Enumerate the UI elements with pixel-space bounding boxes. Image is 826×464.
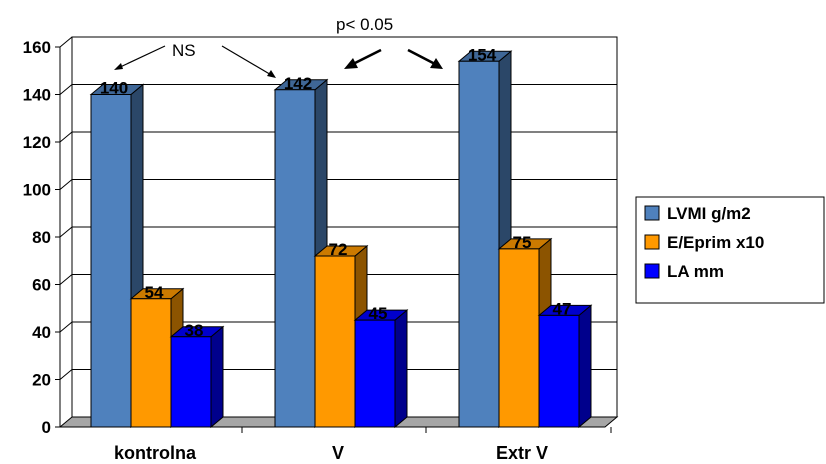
data-labels: 140 54 38 142 72 45 154 75 47 xyxy=(100,45,572,340)
gridline-depth xyxy=(59,274,73,285)
gridline-depth xyxy=(59,226,73,238)
x-category-label: V xyxy=(332,443,344,463)
bar-side xyxy=(578,304,592,429)
gridline-depth xyxy=(59,179,73,190)
y-tick-label: 60 xyxy=(32,276,51,295)
y-tick-label: 160 xyxy=(23,38,51,57)
axes: 0 20 40 60 80 100 120 140 160 kontrolna V Extr V xyxy=(23,38,612,463)
y-tick-label: 120 xyxy=(23,133,51,152)
bar-front xyxy=(498,248,540,428)
y-tick-label: 0 xyxy=(42,418,51,437)
bar-front xyxy=(314,255,356,428)
legend-label: LA mm xyxy=(667,262,724,281)
data-label: 140 xyxy=(100,79,128,98)
gridline-depth xyxy=(59,369,73,380)
y-tick-label: 80 xyxy=(32,228,51,247)
bar-front xyxy=(170,336,212,428)
bar-side xyxy=(394,309,408,429)
bar-extr-v-3 xyxy=(537,304,593,429)
legend-swatch xyxy=(644,205,660,221)
gridline-depth xyxy=(59,84,73,95)
bars xyxy=(89,50,593,429)
bar-v-3 xyxy=(353,309,409,429)
bar-front xyxy=(130,298,172,428)
arrow-right-2 xyxy=(407,48,443,69)
arrow-left-1 xyxy=(114,45,166,70)
x-category-label: Extr V xyxy=(496,443,548,463)
gridline-depth xyxy=(59,321,73,333)
gridline-depth xyxy=(59,36,73,48)
x-category-label: kontrolna xyxy=(114,443,197,463)
legend-label: LVMI g/m2 xyxy=(667,204,751,223)
legend-box xyxy=(635,196,825,304)
bar-front xyxy=(354,319,396,428)
legend-swatch xyxy=(644,263,660,279)
ns-annotation: NS xyxy=(172,41,196,60)
gridline-depth xyxy=(59,131,73,143)
legend-label: E/Eprim x10 xyxy=(667,233,764,252)
y-tick-label: 100 xyxy=(23,181,51,200)
arrow-left-2 xyxy=(344,48,382,69)
y-tick-label: 40 xyxy=(32,323,51,342)
data-label: 75 xyxy=(513,233,532,252)
legend-swatch xyxy=(644,234,660,250)
bar-front xyxy=(538,314,580,428)
data-label: 47 xyxy=(553,299,572,318)
data-label: 54 xyxy=(145,283,164,302)
y-tick-label: 140 xyxy=(23,86,51,105)
data-label: 72 xyxy=(329,240,348,259)
bar-side xyxy=(210,325,224,429)
y-tick-label: 20 xyxy=(32,371,51,390)
bar-front xyxy=(274,89,316,428)
bar-kontrolna-2 xyxy=(129,287,185,429)
arrow-right-1 xyxy=(221,45,276,78)
data-label: 154 xyxy=(468,45,497,64)
p-value-annotation: p< 0.05 xyxy=(336,15,393,34)
data-label: 45 xyxy=(369,304,388,323)
data-label: 142 xyxy=(284,74,312,93)
annotations: NS p< 0.05 xyxy=(114,15,443,78)
bar-front xyxy=(90,94,132,428)
bar-kontrolna-3 xyxy=(169,325,225,429)
legend: LVMI g/m2 E/Eprim x10 LA mm xyxy=(635,196,825,304)
data-label: 38 xyxy=(185,321,204,340)
bar-front xyxy=(458,60,500,428)
